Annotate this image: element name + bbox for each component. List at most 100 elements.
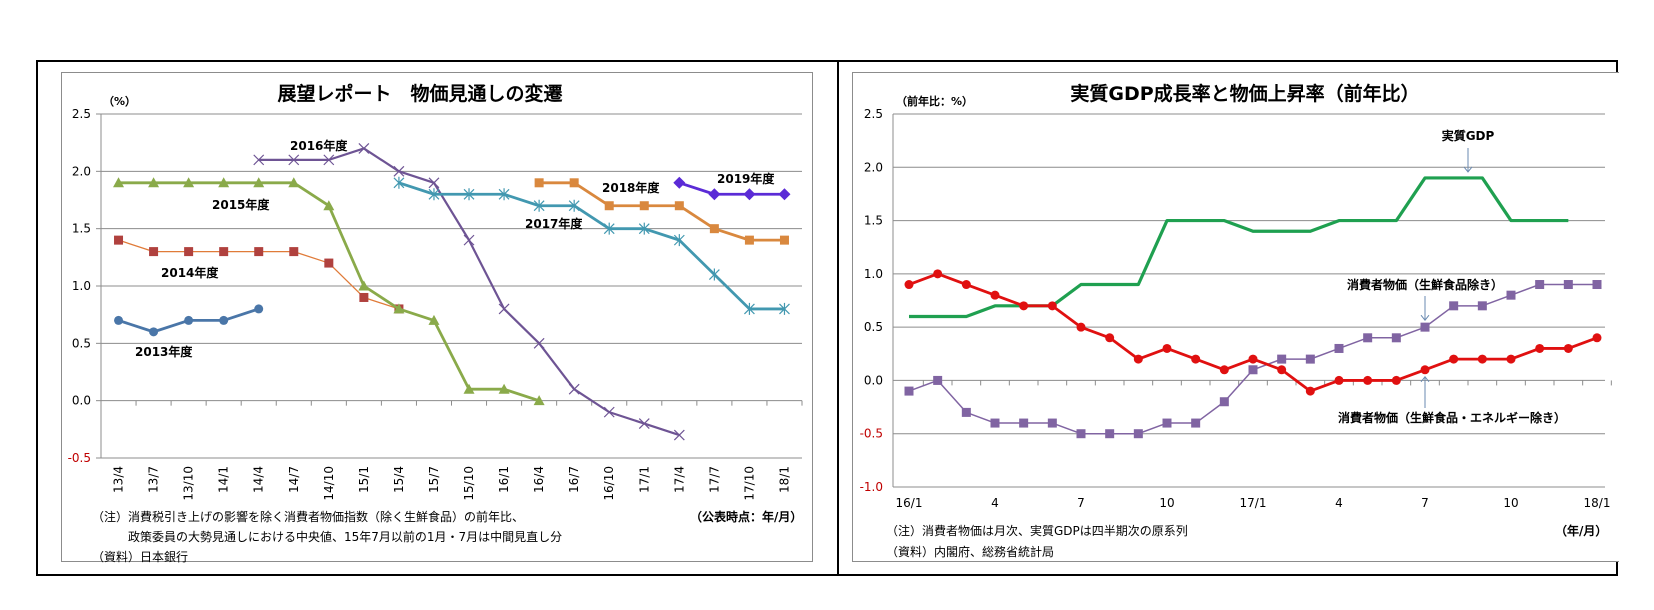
right-data-point-cpi-core-shape: [1420, 322, 1430, 332]
right-data-point-cpi-core: [961, 407, 971, 417]
right-x-tick-label: 7: [1421, 496, 1429, 510]
right-data-point-cpi-core-core: [933, 269, 943, 279]
left-data-point-2014-shape: [359, 292, 369, 302]
right-data-point-cpi-core: [1305, 354, 1315, 364]
left-y-tick-label: 0.0: [72, 394, 91, 408]
right-data-point-cpi-core-core: [1334, 375, 1344, 385]
left-data-point-2019-shape: [778, 188, 791, 201]
left-data-point-2017: [568, 199, 580, 212]
right-data-point-cpi-core-shape: [1563, 280, 1573, 290]
left-series-line-2015: [118, 181, 540, 402]
left-data-point-2016-shape: [533, 337, 545, 349]
left-data-point-2015: [323, 200, 335, 211]
right-data-point-cpi-core-shape: [1334, 343, 1344, 353]
right-y-tick-label: 1.5: [864, 214, 883, 228]
left-data-point-2013-shape: [254, 304, 264, 314]
left-x-tick-label: 15/4: [392, 466, 406, 493]
right-data-point-cpi-core-core-shape: [1305, 386, 1315, 396]
left-note-2: 政策委員の大勢見通しにおける中央値、15年7月以前の1月・7月は中間見直し分: [92, 530, 563, 544]
left-data-point-2015-shape: [218, 177, 230, 188]
left-data-point-2018-shape: [604, 201, 614, 211]
left-data-point-2017-shape: [393, 176, 405, 189]
left-x-tick-label: 13/7: [147, 466, 161, 493]
right-data-point-cpi-core-core-shape: [1047, 301, 1057, 311]
left-data-point-2017-shape: [673, 234, 685, 247]
right-data-point-cpi-core-core-shape: [1391, 375, 1401, 385]
left-data-point-2015-shape: [113, 177, 125, 188]
left-data-point-2019: [673, 176, 686, 189]
right-data-point-cpi-core: [1277, 354, 1287, 364]
left-data-point-2013: [219, 315, 229, 325]
left-data-point-2015-shape: [253, 177, 265, 188]
left-data-point-2015: [183, 177, 195, 188]
right-data-point-cpi-core: [904, 386, 914, 396]
right-data-point-cpi-core-core: [1506, 354, 1516, 364]
left-data-point-2016: [253, 154, 265, 166]
left-data-point-2018: [674, 201, 684, 211]
right-data-point-cpi-core-core-shape: [1105, 333, 1115, 343]
right-data-point-cpi-core-core: [1449, 354, 1459, 364]
left-data-point-2017: [708, 268, 720, 281]
annotation-cpi-core-core: 消費者物価（生鮮食品・エネルギー除き）: [1338, 410, 1566, 425]
left-series-label-2018: 2018年度: [602, 180, 660, 195]
left-data-point-2014: [219, 247, 229, 257]
right-data-point-cpi-core: [1563, 280, 1573, 290]
left-data-point-2016-shape: [253, 154, 265, 166]
right-data-point-cpi-core-core-shape: [1219, 365, 1229, 375]
right-data-point-cpi-core-shape: [961, 407, 971, 417]
right-y-tick-label: 1.0: [864, 267, 883, 281]
left-data-point-2016-shape: [568, 383, 580, 395]
right-data-point-cpi-core-shape: [1477, 301, 1487, 311]
left-data-point-2017-shape: [638, 222, 650, 235]
left-data-point-2017-shape: [779, 302, 790, 315]
right-data-point-cpi-core-core-shape: [1477, 354, 1487, 364]
right-data-point-cpi-core-core-shape: [1506, 354, 1516, 364]
left-data-point-2015-shape: [393, 303, 405, 314]
left-series-label-2016: 2016年度: [290, 138, 348, 153]
left-y-tick-label: 0.5: [72, 336, 91, 350]
left-data-point-2016: [673, 429, 685, 441]
left-x-tick-label: 14/4: [252, 466, 266, 493]
right-y-tick-label: -0.5: [860, 427, 883, 441]
left-data-point-2018-shape: [569, 178, 579, 188]
right-data-point-cpi-core-core: [1363, 375, 1373, 385]
right-data-point-cpi-core-core-shape: [904, 280, 914, 290]
left-data-point-2018-shape: [639, 201, 649, 211]
left-data-point-2015-shape: [463, 383, 475, 394]
right-data-point-cpi-core-core-shape: [1076, 322, 1086, 332]
left-x-tick-label: 15/7: [427, 466, 441, 493]
left-series-label-2019: 2019年度: [717, 171, 775, 186]
right-data-point-cpi-core-core-shape: [1019, 301, 1029, 311]
left-series-line-2019: [678, 181, 785, 196]
left-data-point-2019: [743, 188, 756, 201]
left-data-point-2014-shape: [219, 247, 229, 257]
left-data-point-2014: [359, 292, 369, 302]
right-y-unit-label: （前年比：%）: [896, 94, 973, 108]
right-data-point-cpi-core-shape: [933, 375, 943, 385]
left-y-tick-label: 1.0: [72, 279, 91, 293]
left-x-tick-label: 17/1: [637, 466, 651, 493]
right-chart-panel: [852, 72, 1619, 562]
right-data-point-cpi-core-core: [1420, 365, 1430, 375]
right-data-point-cpi-core-core-shape: [1191, 354, 1201, 364]
right-x-tick-label: 16/1: [896, 496, 923, 510]
right-data-point-cpi-core: [1191, 418, 1201, 428]
left-data-point-2015: [428, 314, 440, 325]
right-data-point-cpi-core-shape: [1019, 418, 1029, 428]
left-data-point-2013-shape: [184, 315, 194, 325]
right-data-point-cpi-core-shape: [904, 386, 914, 396]
panel-divider: [837, 60, 839, 576]
right-data-point-cpi-core-core-shape: [961, 280, 971, 290]
right-x-tick-label: 10: [1159, 496, 1174, 510]
right-data-point-cpi-core-core-shape: [933, 269, 943, 279]
right-data-point-cpi-core-shape: [1305, 354, 1315, 364]
left-data-point-2018-shape: [744, 235, 754, 245]
right-data-point-cpi-core-shape: [1105, 429, 1115, 439]
left-series-line-2017: [398, 181, 785, 311]
left-data-point-2019: [708, 188, 721, 201]
right-data-point-cpi-core: [1363, 333, 1373, 343]
right-y-tick-label: -1.0: [860, 480, 883, 494]
right-chart-title: 実質GDP成長率と物価上昇率（前年比）: [1070, 82, 1419, 105]
right-data-point-cpi-core: [1133, 429, 1143, 439]
